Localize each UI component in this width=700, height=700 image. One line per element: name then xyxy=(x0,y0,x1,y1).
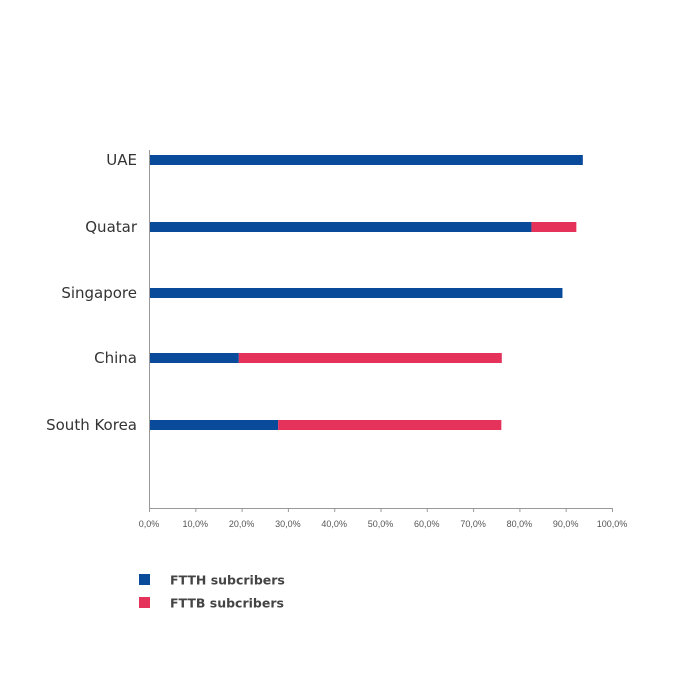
x-tick-label: 20,0% xyxy=(229,519,255,529)
category-label-singapore: Singapore xyxy=(61,284,137,302)
bar-fttb-china xyxy=(238,353,502,363)
category-label-uae: UAE xyxy=(106,151,137,169)
category-label-quatar: Quatar xyxy=(85,218,138,236)
x-tick-label: 100,0% xyxy=(597,519,628,529)
x-tick-label: 0,0% xyxy=(139,519,160,529)
bar-ftth-south-korea xyxy=(149,420,279,430)
bar-ftth-quatar xyxy=(149,222,532,232)
bar-ftth-uae xyxy=(149,155,583,165)
x-tick-label: 70,0% xyxy=(460,519,486,529)
category-label-china: China xyxy=(94,349,137,367)
x-tick-label: 10,0% xyxy=(183,519,209,529)
x-tick-label: 40,0% xyxy=(321,519,347,529)
bars-layer xyxy=(149,155,583,430)
x-tick-label: 90,0% xyxy=(553,519,579,529)
bar-fttb-south-korea xyxy=(278,420,502,430)
category-label-south-korea: South Korea xyxy=(46,416,137,434)
legend-label-ftth: FTTH subcribers xyxy=(170,573,285,588)
bar-ftth-singapore xyxy=(149,288,563,298)
x-tick-label: 50,0% xyxy=(368,519,394,529)
legend-swatch-fttb xyxy=(139,597,150,608)
axis-layer xyxy=(149,150,613,512)
legend-label-fttb: FTTB subcribers xyxy=(170,596,284,611)
bar-ftth-china xyxy=(149,353,239,363)
x-tick-label: 60,0% xyxy=(414,519,440,529)
x-tick-label: 30,0% xyxy=(275,519,301,529)
bar-fttb-quatar xyxy=(531,222,577,232)
legend-swatch-ftth xyxy=(139,574,150,585)
tick-labels-layer: 0,0% 10,0% 20,0% 30,0% 40,0% 50,0% 60,0% 70,0% 8… xyxy=(139,519,628,529)
x-tick-label: 80,0% xyxy=(507,519,533,529)
legend: FTTH subcribers FTTB subcribers xyxy=(139,573,285,611)
category-labels-layer: UAE Quatar Singapore China South Korea xyxy=(46,151,138,434)
